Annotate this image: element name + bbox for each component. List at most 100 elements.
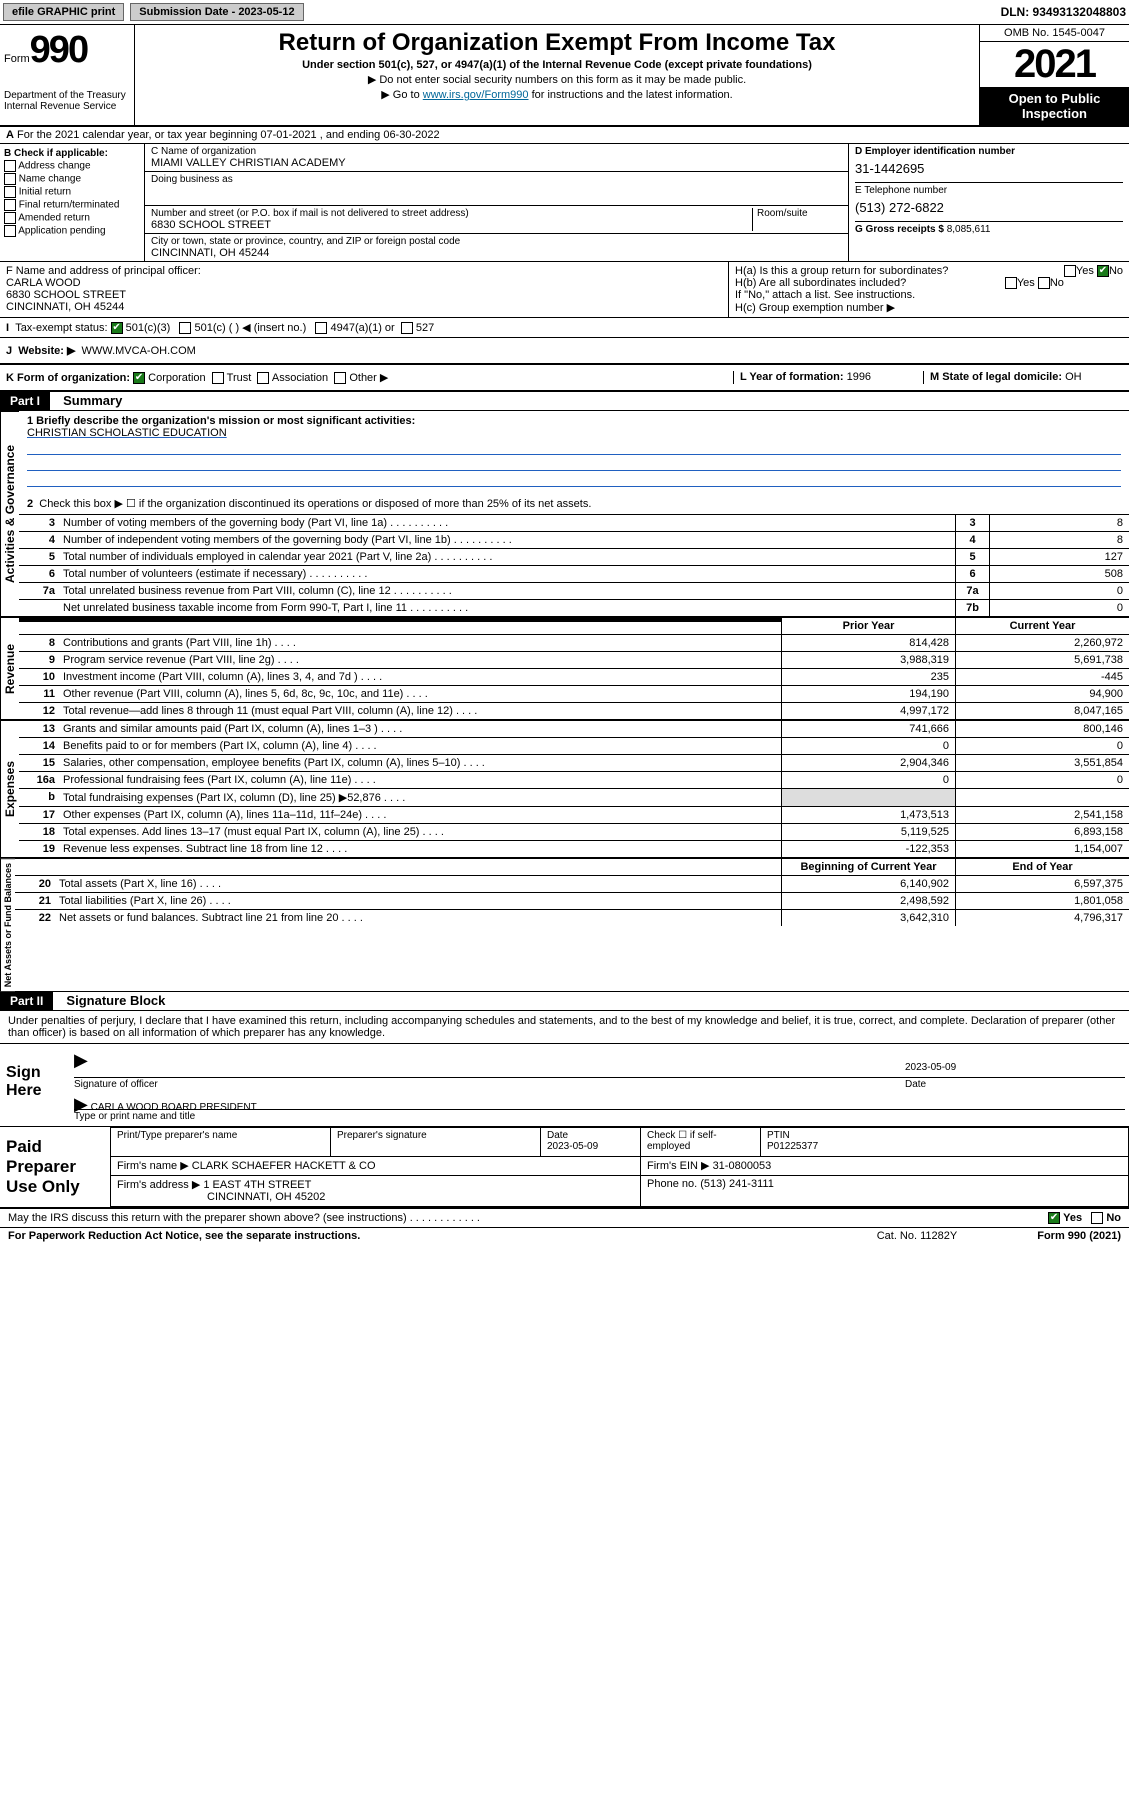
summary-line: 14Benefits paid to or for members (Part …	[19, 737, 1129, 754]
summary-line: 15Salaries, other compensation, employee…	[19, 754, 1129, 771]
summary-line: 5Total number of individuals employed in…	[19, 548, 1129, 565]
hb-question: H(b) Are all subordinates included? Yes …	[735, 277, 1123, 289]
self-employed-check[interactable]: Check ☐ if self-employed	[641, 1128, 761, 1156]
form-title: Return of Organization Exempt From Incom…	[143, 29, 971, 57]
tax-year: 2021	[980, 42, 1129, 87]
paperwork-notice: For Paperwork Reduction Act Notice, see …	[8, 1230, 360, 1242]
cb-discuss-no[interactable]	[1091, 1212, 1103, 1224]
irs-label: Internal Revenue Service	[4, 101, 130, 112]
telephone: (513) 272-6822	[855, 196, 1123, 219]
form-ref: Form 990 (2021)	[1037, 1230, 1121, 1242]
prep-date: Date2023-05-09	[541, 1128, 641, 1156]
cb-discuss-yes[interactable]: ✔	[1048, 1212, 1060, 1224]
submission-date-button[interactable]: Submission Date - 2023-05-12	[130, 3, 303, 21]
summary-line: 7aTotal unrelated business revenue from …	[19, 582, 1129, 599]
hb-note: If "No," attach a list. See instructions…	[735, 289, 1123, 301]
form-note2: ▶ Go to www.irs.gov/Form990 for instruct…	[143, 88, 971, 101]
penalty-statement: Under penalties of perjury, I declare th…	[0, 1011, 1129, 1044]
summary-line: 12Total revenue—add lines 8 through 11 (…	[19, 702, 1129, 719]
website-url: WWW.MVCA-OH.COM	[82, 345, 196, 357]
officer-typed-name: CARLA WOOD BOARD PRESIDENT	[91, 1102, 257, 1113]
cb-527[interactable]	[401, 322, 413, 334]
cb-address-change[interactable]: Address change	[4, 160, 140, 172]
cb-other[interactable]	[334, 372, 346, 384]
prior-current-header: Prior Year Current Year	[19, 617, 1129, 634]
cb-application-pending[interactable]: Application pending	[4, 225, 140, 237]
officer-addr1: 6830 SCHOOL STREET	[6, 289, 722, 301]
summary-line: bTotal fundraising expenses (Part IX, co…	[19, 788, 1129, 806]
ptin-cell: PTINP01225377	[761, 1128, 1129, 1156]
sig-officer-label: Signature of officer	[74, 1079, 905, 1090]
paid-preparer-block: Paid Preparer Use Only Print/Type prepar…	[0, 1127, 1129, 1209]
efile-print-button[interactable]: efile GRAPHIC print	[3, 3, 124, 21]
firm-phone: (513) 241-3111	[700, 1178, 774, 1190]
summary-line: 9Program service revenue (Part VIII, lin…	[19, 651, 1129, 668]
line-a-tax-year: A For the 2021 calendar year, or tax yea…	[0, 127, 1129, 144]
f-h-block: F Name and address of principal officer:…	[0, 262, 1129, 318]
prep-name-label: Print/Type preparer's name	[111, 1128, 331, 1156]
irs-link[interactable]: www.irs.gov/Form990	[423, 89, 529, 101]
cb-initial-return[interactable]: Initial return	[4, 186, 140, 198]
ein-label: D Employer identification number	[855, 146, 1123, 157]
street-address: 6830 SCHOOL STREET	[151, 219, 752, 231]
summary-line: 10Investment income (Part VIII, column (…	[19, 668, 1129, 685]
form-subtitle: Under section 501(c), 527, or 4947(a)(1)…	[143, 59, 971, 71]
dept-treasury: Department of the Treasury	[4, 90, 130, 101]
summary-line: 22Net assets or fund balances. Subtract …	[15, 909, 1129, 926]
cb-4947[interactable]	[315, 322, 327, 334]
gross-label: G Gross receipts $	[855, 224, 944, 235]
mission-block: 1 Briefly describe the organization's mi…	[19, 411, 1129, 514]
line-klm: K Form of organization: ✔ Corporation Tr…	[0, 365, 1129, 392]
summary-line: Net unrelated business taxable income fr…	[19, 599, 1129, 616]
summary-line: 6Total number of volunteers (estimate if…	[19, 565, 1129, 582]
officer-addr2: CINCINNATI, OH 45244	[6, 301, 722, 313]
city-state-zip: CINCINNATI, OH 45244	[151, 247, 842, 259]
firm-addr2: CINCINNATI, OH 45202	[117, 1191, 325, 1203]
date-label: Date	[905, 1079, 1125, 1090]
dba-label: Doing business as	[151, 174, 842, 185]
summary-line: 17Other expenses (Part IX, column (A), l…	[19, 806, 1129, 823]
firm-ein: 31-0800053	[713, 1160, 772, 1172]
sign-here-block: Sign Here ▶ Signature of officer 2023-05…	[0, 1044, 1129, 1127]
cb-501c3[interactable]: ✔	[111, 322, 123, 334]
sig-date: 2023-05-09	[905, 1050, 1125, 1078]
firm-addr1: 1 EAST 4TH STREET	[203, 1179, 311, 1191]
ein-value: 31-1442695	[855, 157, 1123, 180]
header-left: Form990 Department of the Treasury Inter…	[0, 25, 135, 125]
year-formation: 1996	[847, 371, 871, 383]
state-domicile: OH	[1065, 371, 1082, 383]
cat-number: Cat. No. 11282Y	[877, 1230, 958, 1242]
summary-line: 21Total liabilities (Part X, line 26) . …	[15, 892, 1129, 909]
cb-amended-return[interactable]: Amended return	[4, 212, 140, 224]
summary-line: 19Revenue less expenses. Subtract line 1…	[19, 840, 1129, 857]
cb-name-change[interactable]: Name change	[4, 173, 140, 185]
vert-revenue: Revenue	[0, 617, 19, 719]
cb-trust[interactable]	[212, 372, 224, 384]
f-label: F Name and address of principal officer:	[6, 265, 722, 277]
beg-end-header: Beginning of Current Year End of Year	[15, 858, 1129, 875]
cb-corporation[interactable]: ✔	[133, 372, 145, 384]
part-ii-header: Part II Signature Block	[0, 992, 1129, 1011]
open-public-badge: Open to Public Inspection	[980, 87, 1129, 125]
cb-association[interactable]	[257, 372, 269, 384]
mission-text: CHRISTIAN SCHOLASTIC EDUCATION	[27, 427, 1121, 439]
c-name-label: C Name of organization	[151, 146, 842, 157]
cb-501c[interactable]	[179, 322, 191, 334]
line-j: J Website: ▶ WWW.MVCA-OH.COM	[0, 338, 1129, 365]
form-number: 990	[30, 29, 87, 71]
summary-line: 16aProfessional fundraising fees (Part I…	[19, 771, 1129, 788]
addr-label: Number and street (or P.O. box if mail i…	[151, 208, 752, 219]
omb-number: OMB No. 1545-0047	[980, 25, 1129, 42]
summary-line: 18Total expenses. Add lines 13–17 (must …	[19, 823, 1129, 840]
vert-expenses: Expenses	[0, 720, 19, 857]
header-right: OMB No. 1545-0047 2021 Open to Public In…	[979, 25, 1129, 125]
line-i: I Tax-exempt status: ✔ 501(c)(3) 501(c) …	[0, 318, 1129, 338]
form-header: Form990 Department of the Treasury Inter…	[0, 25, 1129, 127]
firm-name: CLARK SCHAEFER HACKETT & CO	[192, 1160, 376, 1172]
hc-label: H(c) Group exemption number ▶	[735, 301, 1123, 314]
header-center: Return of Organization Exempt From Incom…	[135, 25, 979, 125]
d-column: D Employer identification number 31-1442…	[849, 144, 1129, 261]
tel-label: E Telephone number	[855, 185, 1123, 196]
footer: For Paperwork Reduction Act Notice, see …	[0, 1227, 1129, 1244]
cb-final-return[interactable]: Final return/terminated	[4, 199, 140, 211]
